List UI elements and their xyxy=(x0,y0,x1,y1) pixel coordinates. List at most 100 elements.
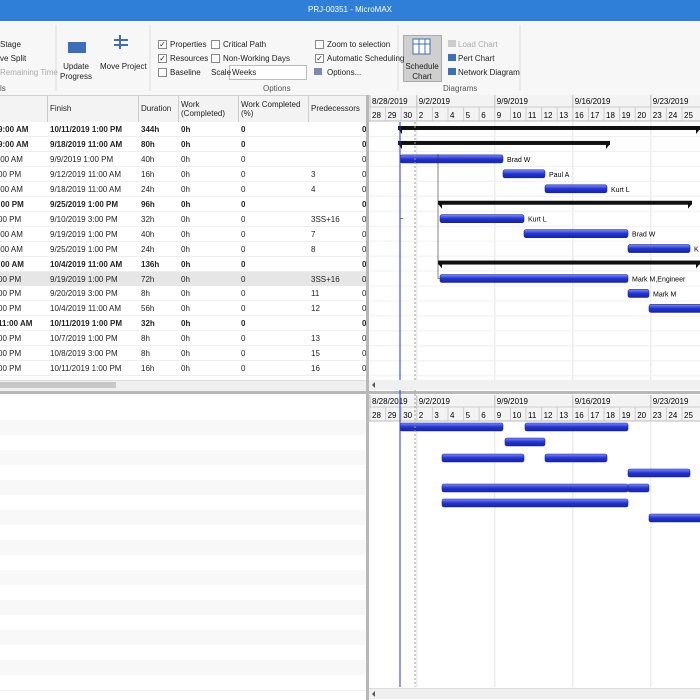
scroll-arrow xyxy=(372,691,375,697)
task-bar xyxy=(439,214,525,223)
ribbon-button[interactable]: Load Chart xyxy=(458,40,498,49)
checkbox-label[interactable]: Properties xyxy=(170,40,207,49)
cell: 0 xyxy=(362,364,367,374)
task-bar xyxy=(439,274,629,283)
column-header[interactable]: Predecessors xyxy=(311,104,360,113)
table-row[interactable] xyxy=(0,256,368,272)
day-label: 28 xyxy=(372,411,381,420)
ribbon-item[interactable]: ve Split xyxy=(0,54,27,63)
column-header[interactable]: Finish xyxy=(50,104,72,113)
checkbox[interactable]: ✓ xyxy=(158,40,167,49)
checkbox-label[interactable]: Baseline xyxy=(170,68,201,77)
cell: 16h xyxy=(141,169,155,179)
empty-row xyxy=(0,660,366,676)
options-button[interactable]: Options... xyxy=(327,68,362,77)
empty-row xyxy=(0,450,366,466)
table-row-selected[interactable] xyxy=(0,271,368,287)
bar-label: K xyxy=(694,247,699,254)
cell: 0 xyxy=(241,199,246,209)
checkbox-label[interactable]: Critical Path xyxy=(223,40,267,49)
table-row[interactable] xyxy=(0,226,368,242)
table-row[interactable] xyxy=(0,361,368,377)
summary-bar xyxy=(438,260,700,265)
scale-dropdown[interactable] xyxy=(229,65,307,80)
table-row[interactable] xyxy=(0,316,368,332)
checkbox[interactable] xyxy=(158,68,167,77)
task-bar xyxy=(441,498,629,508)
ribbon-item[interactable]: Stage xyxy=(0,40,21,49)
table-row[interactable] xyxy=(0,301,368,317)
cell: 8h xyxy=(141,289,150,299)
cell: 0 xyxy=(362,319,367,329)
cell: 00 PM xyxy=(0,364,22,374)
cell: 9/18/2019 11:00 AM xyxy=(50,184,122,194)
day-label: 2 xyxy=(419,411,424,420)
day-label: 11 xyxy=(528,411,537,420)
cell: 80h xyxy=(141,139,155,149)
table-row[interactable] xyxy=(0,331,368,347)
checkbox-label[interactable]: Non-Working Days xyxy=(223,54,290,63)
ribbon-button[interactable]: Update Progress xyxy=(59,62,92,81)
table-row[interactable] xyxy=(0,181,368,197)
day-label: 24 xyxy=(668,111,677,120)
checkbox[interactable] xyxy=(211,40,220,49)
column-divider xyxy=(238,96,239,122)
cell: 24h xyxy=(141,244,155,254)
cell: 0h xyxy=(181,125,191,134)
bar-label: Kurt L xyxy=(611,187,630,194)
cell: 96h xyxy=(141,199,155,209)
gantt-chart: 8/28/2019 9/2/2019 9/9/2019 9/16/2019 9/23/2… xyxy=(369,95,700,697)
day-label: 23 xyxy=(653,411,662,420)
cell: 4 xyxy=(311,184,316,194)
checkbox-label[interactable]: Zoom to selection xyxy=(327,40,391,49)
day-label: 20 xyxy=(637,411,646,420)
table-row[interactable] xyxy=(0,122,368,137)
day-label: 3 xyxy=(434,411,439,420)
table-row[interactable] xyxy=(0,286,368,302)
table-row[interactable] xyxy=(0,196,368,212)
cell: 0 xyxy=(241,154,246,164)
table-row[interactable] xyxy=(0,166,368,182)
cell: 10/7/2019 1:00 PM xyxy=(50,334,118,344)
day-label: 10 xyxy=(512,111,521,120)
column-header[interactable]: Work Completed (%) xyxy=(241,100,301,118)
table-row[interactable] xyxy=(0,211,368,227)
ribbon-item[interactable]: Remaining Time xyxy=(0,68,58,77)
ribbon-button[interactable]: Network Diagram xyxy=(458,68,520,77)
cell: 0h xyxy=(181,154,190,164)
scale-value[interactable]: Weeks xyxy=(232,68,257,77)
ribbon-button[interactable]: Schedule Chart xyxy=(405,62,439,81)
task-bar xyxy=(523,229,629,238)
ribbon-button[interactable]: Pert Chart xyxy=(458,54,495,63)
update-progress-icon xyxy=(68,42,86,53)
checkbox[interactable] xyxy=(315,40,324,49)
checkbox[interactable] xyxy=(211,54,220,63)
scroll-arrow xyxy=(372,382,375,388)
cell: 00 PM xyxy=(0,274,22,284)
bar-label: Mark M,Engineer xyxy=(632,277,686,284)
load-chart-icon xyxy=(448,40,456,47)
cell: 0 xyxy=(241,214,246,224)
cell: 12 xyxy=(311,304,320,314)
table-row[interactable] xyxy=(0,241,368,257)
week-label: 9/2/2019 xyxy=(419,397,451,406)
cell: 0 xyxy=(362,274,367,284)
network-diagram-icon xyxy=(448,68,456,75)
column-header[interactable]: Duration xyxy=(141,104,172,113)
checkbox[interactable]: ✓ xyxy=(158,54,167,63)
ribbon-button[interactable]: Move Project xyxy=(100,62,147,71)
task-bar xyxy=(627,244,691,253)
checkbox-label[interactable]: Automatic Scheduling xyxy=(327,54,405,63)
checkbox-label[interactable]: Resources xyxy=(170,54,209,63)
cell: :00 AM xyxy=(0,244,23,254)
table-row[interactable] xyxy=(0,151,368,167)
cell: 0h xyxy=(181,304,190,314)
scroll-thumb[interactable] xyxy=(0,382,116,388)
cell: 10/11/2019 1:00 PM xyxy=(50,125,123,134)
cell: 0h xyxy=(181,289,190,299)
column-header[interactable]: Work (Completed) xyxy=(181,100,226,118)
checkbox[interactable]: ✓ xyxy=(315,54,324,63)
table-row[interactable] xyxy=(0,346,368,362)
table-row[interactable] xyxy=(0,136,368,152)
